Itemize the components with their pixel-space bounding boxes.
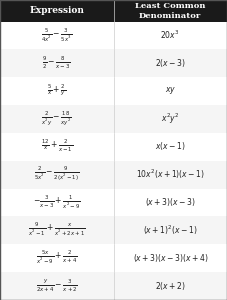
Text: $\frac{9}{2} - \frac{8}{x-3}$: $\frac{9}{2} - \frac{8}{x-3}$ [42, 55, 71, 71]
Text: $2(x-3)$: $2(x-3)$ [155, 57, 186, 69]
Text: $\frac{5}{4x^2} - \frac{3}{5x^3}$: $\frac{5}{4x^2} - \frac{3}{5x^3}$ [41, 26, 72, 44]
Text: $\frac{5}{x} + \frac{2}{y}$: $\frac{5}{x} + \frac{2}{y}$ [47, 83, 66, 98]
Text: $(x+3)(x-3)(x+4)$: $(x+3)(x-3)(x+4)$ [133, 252, 208, 264]
Text: $x(x-1)$: $x(x-1)$ [155, 140, 186, 152]
Text: Least Common
Denominator: Least Common Denominator [135, 2, 205, 20]
Text: $2(x+2)$: $2(x+2)$ [155, 280, 186, 292]
Text: Expression: Expression [29, 6, 84, 15]
Text: $-\frac{3}{x-3} + \frac{1}{x^2-9}$: $-\frac{3}{x-3} + \frac{1}{x^2-9}$ [33, 194, 81, 211]
Text: $\frac{9}{x^2-1} + \frac{x}{x^2+2x+1}$: $\frac{9}{x^2-1} + \frac{x}{x^2+2x+1}$ [28, 221, 86, 239]
Text: $\frac{2}{5x^2} - \frac{9}{2(x^2-1)}$: $\frac{2}{5x^2} - \frac{9}{2(x^2-1)}$ [34, 165, 79, 183]
Text: $10x^2(x+1)(x-1)$: $10x^2(x+1)(x-1)$ [136, 167, 205, 181]
Text: $x^2y^2$: $x^2y^2$ [161, 111, 180, 126]
Text: $\frac{y}{2x+4} - \frac{3}{x+2}$: $\frac{y}{2x+4} - \frac{3}{x+2}$ [36, 278, 78, 294]
Text: $20x^3$: $20x^3$ [160, 29, 180, 41]
Text: $\frac{12}{x} + \frac{2}{x-1}$: $\frac{12}{x} + \frac{2}{x-1}$ [41, 138, 73, 154]
Text: $\frac{5x}{x^2-9} + \frac{2}{x+4}$: $\frac{5x}{x^2-9} + \frac{2}{x+4}$ [36, 249, 77, 266]
Text: $(x+1)^2(x-1)$: $(x+1)^2(x-1)$ [143, 223, 197, 236]
Text: $(x+3)(x-3)$: $(x+3)(x-3)$ [145, 196, 196, 208]
Text: $\frac{2}{x^2y} - \frac{18}{xy^2}$: $\frac{2}{x^2y} - \frac{18}{xy^2}$ [41, 110, 72, 128]
Text: $xy$: $xy$ [165, 85, 176, 96]
